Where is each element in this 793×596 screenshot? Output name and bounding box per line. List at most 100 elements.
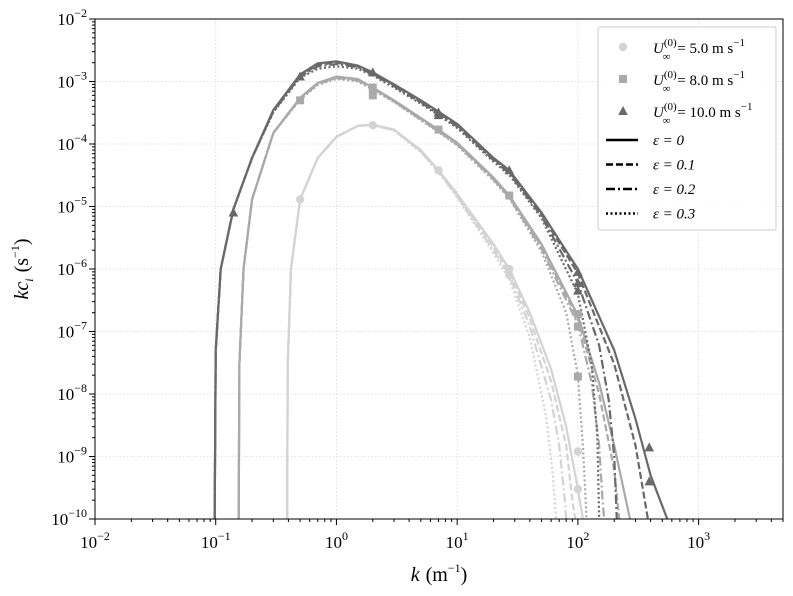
legend: U(0) ∞ = 5.0 m s−1U(0) ∞ = 8.0 m s−1U(0) ∞ …: [597, 26, 777, 231]
legend-value: = 10.0 m s: [674, 105, 741, 121]
legend-symbol: U: [653, 73, 665, 89]
y-tick-exp: −6: [74, 256, 87, 270]
legend-label: U(0) ∞ = 8.0 m s−1: [653, 69, 745, 95]
x-tick-base: 10: [201, 533, 218, 552]
y-axis-subscript: i: [22, 278, 36, 281]
series-line: [285, 123, 568, 520]
y-tick-exp: −7: [74, 319, 87, 333]
x-tick-label: 103: [687, 529, 710, 552]
legend-label: ε = 0: [653, 133, 685, 149]
data-point: [644, 476, 655, 486]
legend-sub: ∞: [663, 115, 671, 127]
legend-label: U(0) ∞ = 10.0 m s−1: [653, 101, 752, 127]
y-tick-label: 10−2: [57, 6, 87, 29]
ticks: 10−2 10−1 100 101 102 10310−1010−910−810−710−…: [51, 6, 784, 552]
legend-items: U(0) ∞ = 5.0 m s−1U(0) ∞ = 8.0 m s−1U(0) ∞ …: [606, 37, 752, 223]
y-tick-label: 10−5: [57, 194, 87, 217]
y-tick-base: 10: [51, 510, 68, 529]
y-tick-base: 10: [57, 385, 74, 404]
y-tick-base: 10: [57, 198, 74, 217]
x-tick-base: 10: [687, 533, 704, 552]
data-point: [368, 83, 377, 92]
data-point: [296, 96, 305, 105]
x-tick-base: 10: [325, 533, 342, 552]
data-point: [505, 270, 514, 280]
y-tick-label: 10−3: [57, 69, 87, 92]
y-tick-base: 10: [57, 10, 74, 29]
marker-layer: [228, 67, 655, 494]
legend-label: ε = 0.1: [653, 158, 695, 174]
data-point: [434, 166, 443, 175]
data-point: [433, 110, 444, 120]
x-tick-exp: 3: [704, 529, 710, 543]
x-axis-unit: (m: [426, 564, 449, 586]
x-axis-label: k (m−1): [411, 561, 468, 586]
data-point: [504, 165, 515, 175]
data-point: [573, 285, 583, 295]
data-point: [573, 310, 582, 319]
series-line: [237, 76, 621, 520]
x-tick-base: 10: [446, 533, 463, 552]
legend-sup: (0): [664, 37, 677, 49]
y-tick-exp: −2: [74, 6, 87, 20]
x-tick-label: 100: [325, 529, 348, 552]
y-tick-exp: −9: [74, 444, 87, 458]
data-point: [644, 442, 655, 452]
y-tick-label: 10−10: [51, 506, 87, 529]
legend-label: U(0) ∞ = 5.0 m s−1: [653, 37, 745, 63]
legend-sup: (0): [664, 69, 677, 81]
x-tick-label: 102: [566, 529, 589, 552]
data-point: [505, 264, 514, 274]
legend-sub: ∞: [663, 83, 671, 95]
legend-value: = 5.0 m s: [674, 41, 734, 57]
x-tick-exp: −2: [97, 529, 110, 543]
series-line: [213, 65, 601, 520]
x-tick-exp: 2: [583, 529, 589, 543]
legend-exp: −1: [741, 101, 753, 113]
data-point: [505, 191, 514, 200]
y-tick-label: 10−6: [57, 256, 87, 279]
y-tick-exp: −5: [74, 194, 87, 208]
data-point: [368, 120, 377, 130]
legend-label: ε = 0.3: [653, 207, 695, 223]
legend-box: [597, 26, 777, 231]
y-tick-label: 10−9: [57, 444, 87, 467]
data-point: [228, 207, 239, 217]
y-axis-unit-close: ): [11, 238, 33, 245]
legend-marker: [618, 42, 628, 52]
y-tick-label: 10−7: [57, 319, 87, 342]
x-tick-base: 10: [566, 533, 583, 552]
y-tick-exp: −3: [74, 69, 87, 83]
series-line: [285, 123, 577, 520]
y-tick-exp: −8: [74, 381, 87, 395]
x-tick-label: 101: [446, 529, 469, 552]
y-tick-base: 10: [57, 260, 74, 279]
y-axis-unit-exp: −1: [8, 245, 22, 258]
x-axis-symbol: k: [411, 564, 421, 586]
legend-value: = 8.0 m s: [674, 73, 734, 89]
y-tick-base: 10: [57, 73, 74, 92]
data-point: [573, 372, 582, 381]
data-point: [367, 67, 378, 77]
data-point: [573, 277, 583, 287]
y-tick-base: 10: [57, 448, 74, 467]
y-tick-exp: −10: [68, 506, 87, 520]
legend-symbol: U: [653, 41, 665, 57]
data-point: [573, 322, 582, 331]
data-point: [434, 125, 443, 134]
legend-exp: −1: [733, 37, 745, 49]
series-line: [237, 77, 588, 520]
legend-exp: −1: [733, 69, 745, 81]
legend-marker: [619, 75, 627, 83]
series-line: [213, 61, 649, 520]
data-point: [368, 91, 377, 100]
data-point: [573, 484, 583, 494]
y-tick-exp: −4: [74, 131, 87, 145]
x-tick-label: 10−1: [201, 529, 231, 552]
series-line: [285, 123, 584, 520]
y-tick-label: 10−4: [57, 131, 87, 154]
data-point: [573, 447, 583, 456]
legend-sub: ∞: [663, 51, 671, 63]
x-tick-exp: −1: [218, 529, 231, 543]
